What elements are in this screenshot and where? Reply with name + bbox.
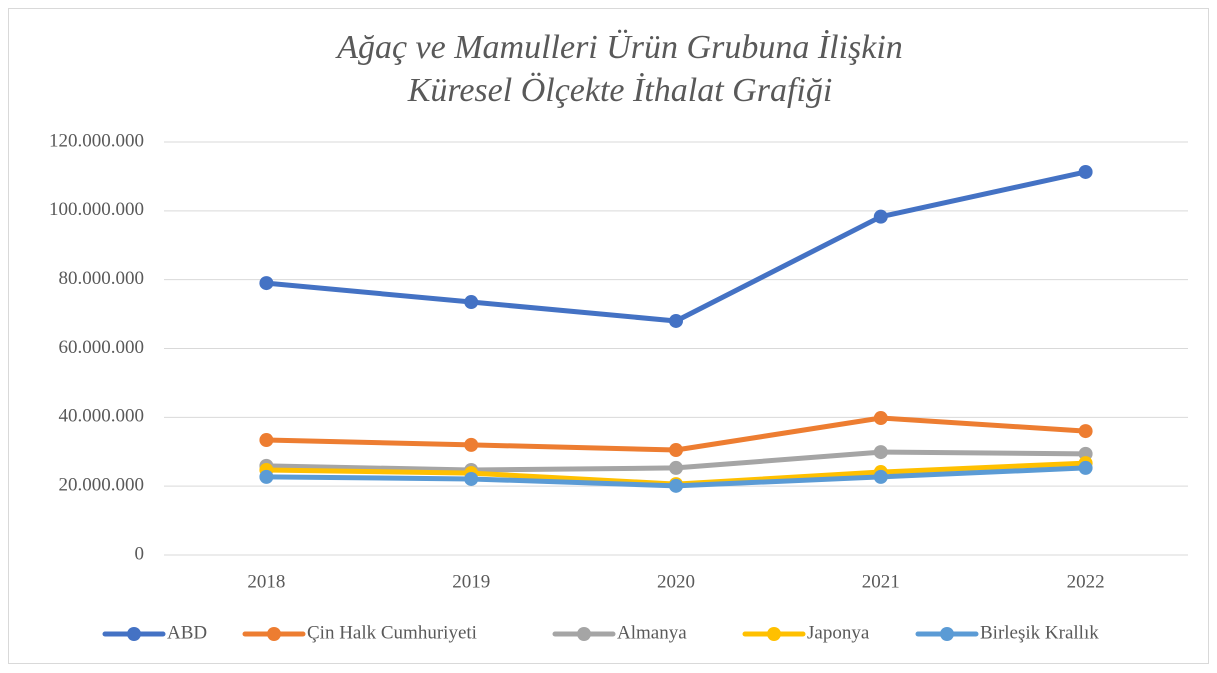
x-tick-label: 2019 — [452, 571, 490, 592]
data-point — [464, 437, 479, 452]
legend-marker — [767, 627, 781, 641]
data-point — [259, 469, 274, 484]
data-point — [669, 460, 683, 475]
data-point — [873, 445, 888, 460]
data-point — [1078, 424, 1093, 439]
legend-label: Almanya — [617, 622, 687, 643]
data-point — [669, 313, 683, 328]
data-point — [873, 209, 888, 224]
y-tick-label: 100.000.000 — [49, 199, 144, 220]
data-point — [669, 478, 683, 493]
x-tick-label: 2020 — [657, 571, 695, 592]
chart-title: Küresel Ölçekte İthalat Grafiği — [407, 72, 833, 109]
legend-label: ABD — [167, 622, 207, 643]
legend-marker — [940, 627, 954, 641]
data-point — [464, 471, 479, 486]
x-tick-label: 2021 — [862, 571, 900, 592]
y-tick-label: 0 — [135, 543, 145, 564]
x-tick-label: 2022 — [1067, 571, 1105, 592]
legend-label: Çin Halk Cumhuriyeti — [307, 622, 477, 643]
legend-marker — [577, 627, 591, 641]
chart-frame — [8, 8, 1209, 664]
y-tick-label: 120.000.000 — [49, 130, 144, 151]
data-point — [873, 411, 888, 426]
y-tick-label: 20.000.000 — [59, 475, 145, 496]
data-point — [464, 295, 479, 310]
legend-label: Birleşik Krallık — [980, 622, 1099, 643]
data-point — [259, 276, 274, 291]
data-point — [873, 469, 888, 484]
y-tick-label: 60.000.000 — [59, 337, 145, 358]
legend-label: Japonya — [807, 622, 870, 643]
data-point — [1078, 164, 1093, 179]
y-tick-label: 80.000.000 — [59, 268, 145, 289]
y-tick-label: 40.000.000 — [59, 406, 145, 427]
data-point — [1078, 460, 1093, 475]
legend-marker — [267, 627, 281, 641]
data-point — [259, 433, 274, 448]
chart-title: Ağaç ve Mamulleri Ürün Grubuna İlişkin — [335, 29, 903, 66]
x-tick-label: 2018 — [247, 571, 285, 592]
data-point — [669, 443, 683, 458]
legend-marker — [127, 627, 141, 641]
